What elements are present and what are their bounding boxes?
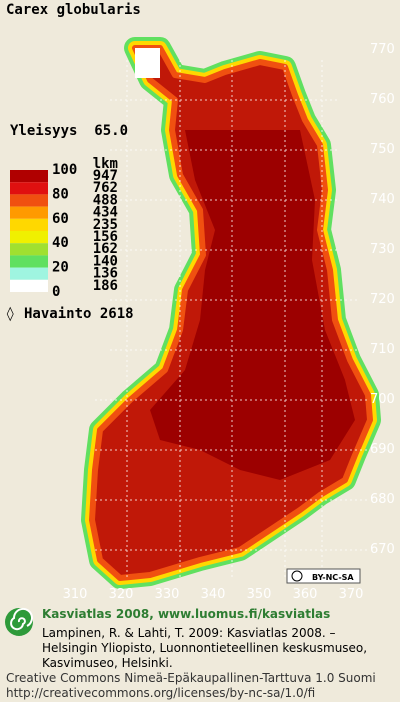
legend-count: 186 <box>93 278 118 294</box>
y-label: 670 <box>370 542 395 557</box>
logo-spiral <box>10 607 33 631</box>
x-label: 320 <box>109 587 134 602</box>
legend-swatch <box>10 170 48 183</box>
y-label: 740 <box>370 192 395 207</box>
finland-map <box>81 37 381 589</box>
title: Carex globularis <box>6 2 141 18</box>
footer-citation: Kasvimuseo, Helsinki. <box>42 656 173 670</box>
legend-swatch <box>10 243 48 256</box>
badge-bg <box>286 568 361 584</box>
legend-scale-label: 60 <box>52 211 69 227</box>
license-badge-box: BY-NC-SA <box>286 568 361 584</box>
footer-license: http://creativecommons.org/licenses/by-n… <box>6 686 315 700</box>
footer-citation: Helsingin Yliopisto, Luonnontieteellinen… <box>42 641 367 655</box>
legend-count: 488 <box>93 192 118 208</box>
legend-swatch <box>10 279 48 292</box>
y-label: 730 <box>370 242 395 257</box>
cc-icon <box>291 570 303 582</box>
x-label: 360 <box>293 587 318 602</box>
x-label: 330 <box>155 587 180 602</box>
legend-swatch <box>10 231 48 244</box>
legend-swatch <box>10 206 48 219</box>
legend-count: 156 <box>93 229 118 245</box>
observations: Havainto 2618 <box>24 306 134 322</box>
logo <box>5 607 33 636</box>
legend-scale-label: 20 <box>52 260 69 276</box>
legend-swatch <box>10 218 48 231</box>
y-label: 690 <box>370 442 395 457</box>
observations-marker: ◊ <box>6 306 14 322</box>
y-label: 700 <box>370 392 395 407</box>
license-badge: BY-NC-SA <box>312 573 354 582</box>
frequency: Yleisyys 65.0 <box>10 123 128 139</box>
legend-count: 434 <box>93 205 118 221</box>
y-label: 750 <box>370 142 395 157</box>
legend-count: 762 <box>93 180 118 196</box>
footer-site: Kasviatlas 2008, www.luomus.fi/kasviatla… <box>42 607 330 621</box>
footer-citation: Lampinen, R. & Lahti, T. 2009: Kasviatla… <box>42 626 336 640</box>
legend-scale-label: 0 <box>52 284 60 300</box>
map-blank <box>135 48 160 78</box>
y-label: 760 <box>370 92 395 107</box>
legend-scale-label: 100 <box>52 162 77 178</box>
legend-scale-label: 80 <box>52 186 69 202</box>
legend-swatch <box>10 194 48 207</box>
x-label: 350 <box>247 587 272 602</box>
y-label: 720 <box>370 292 395 307</box>
y-label: 770 <box>370 42 395 57</box>
legend-count: 162 <box>93 241 118 257</box>
legend-swatch <box>10 267 48 280</box>
y-label: 710 <box>370 342 395 357</box>
legend-swatch <box>10 182 48 195</box>
map-core <box>150 130 355 480</box>
legend-count: 140 <box>93 253 118 269</box>
legend-scale-label: 40 <box>52 235 69 251</box>
grid <box>95 60 370 580</box>
y-label: 680 <box>370 492 395 507</box>
count-header: lkm <box>93 156 118 172</box>
x-label: 340 <box>201 587 226 602</box>
legend-count: 947 <box>93 168 118 184</box>
footer-license: Creative Commons Nimeä-Epäkaupallinen-Ta… <box>6 671 376 685</box>
legend-count: 235 <box>93 217 118 233</box>
x-label: 310 <box>63 587 88 602</box>
x-label: 370 <box>339 587 364 602</box>
legend-count: 136 <box>93 266 118 282</box>
legend-swatch <box>10 255 48 268</box>
